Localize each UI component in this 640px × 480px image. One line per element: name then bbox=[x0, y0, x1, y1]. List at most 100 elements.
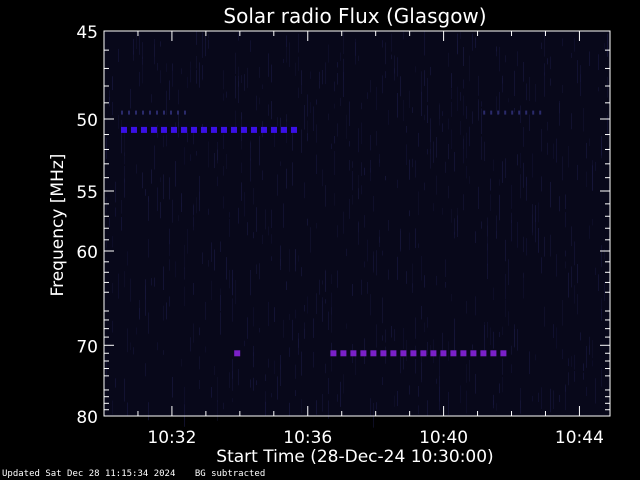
noise-streak bbox=[220, 294, 221, 312]
noise-streak bbox=[232, 398, 233, 403]
signal-segment bbox=[156, 110, 158, 115]
noise-streak bbox=[601, 308, 602, 321]
noise-streak bbox=[250, 270, 251, 296]
noise-streak bbox=[319, 80, 320, 89]
noise-streak bbox=[550, 181, 551, 208]
noise-streak bbox=[214, 153, 215, 169]
noise-streak bbox=[157, 125, 158, 138]
noise-streak bbox=[250, 40, 251, 52]
noise-streak bbox=[163, 305, 164, 321]
signal-segment bbox=[350, 350, 357, 357]
noise-streak bbox=[505, 299, 506, 318]
noise-streak bbox=[331, 292, 332, 315]
noise-streak bbox=[373, 251, 374, 273]
noise-streak bbox=[379, 159, 380, 167]
noise-streak bbox=[517, 154, 518, 166]
noise-streak bbox=[376, 130, 377, 146]
noise-streak bbox=[148, 239, 149, 258]
signal-segment bbox=[490, 110, 493, 115]
noise-streak bbox=[199, 62, 200, 88]
noise-streak bbox=[187, 76, 188, 88]
noise-streak bbox=[202, 65, 203, 80]
noise-streak bbox=[532, 204, 533, 223]
noise-streak bbox=[313, 351, 314, 368]
noise-streak bbox=[181, 68, 182, 75]
noise-streak bbox=[166, 90, 167, 115]
signal-segment bbox=[490, 350, 497, 357]
noise-streak bbox=[319, 279, 320, 295]
noise-streak bbox=[463, 95, 464, 116]
noise-streak bbox=[586, 386, 587, 396]
noise-streak bbox=[337, 73, 338, 85]
noise-streak bbox=[586, 345, 587, 368]
noise-streak bbox=[526, 176, 527, 201]
noise-streak bbox=[190, 61, 191, 69]
noise-streak bbox=[355, 38, 356, 65]
noise-streak bbox=[148, 402, 149, 421]
noise-streak bbox=[340, 52, 341, 61]
noise-streak bbox=[553, 143, 554, 159]
noise-streak bbox=[442, 207, 443, 215]
noise-streak bbox=[466, 132, 467, 159]
noise-streak bbox=[343, 31, 344, 55]
noise-streak bbox=[289, 347, 290, 357]
signal-segment bbox=[121, 110, 123, 115]
noise-streak bbox=[196, 197, 197, 214]
noise-streak bbox=[127, 328, 128, 353]
noise-streak bbox=[532, 214, 533, 236]
noise-streak bbox=[415, 345, 416, 351]
noise-streak bbox=[208, 33, 209, 39]
noise-streak bbox=[535, 84, 536, 102]
noise-streak bbox=[475, 296, 476, 316]
noise-streak bbox=[550, 388, 551, 413]
noise-streak bbox=[253, 352, 254, 368]
noise-streak bbox=[112, 283, 113, 294]
noise-streak bbox=[502, 161, 503, 183]
noise-streak bbox=[295, 390, 296, 397]
y-tick-label: 60 bbox=[76, 243, 98, 263]
signal-segment bbox=[135, 110, 137, 115]
noise-streak bbox=[454, 231, 455, 239]
noise-streak bbox=[406, 339, 407, 361]
noise-streak bbox=[238, 32, 239, 41]
noise-streak bbox=[316, 400, 317, 415]
noise-streak bbox=[544, 63, 545, 76]
noise-streak bbox=[184, 244, 185, 269]
noise-streak bbox=[583, 108, 584, 132]
noise-streak bbox=[361, 122, 362, 145]
signal-segment bbox=[128, 110, 130, 115]
noise-streak bbox=[232, 370, 233, 391]
noise-streak bbox=[316, 154, 317, 174]
noise-streak bbox=[523, 272, 524, 299]
noise-streak bbox=[595, 161, 596, 171]
noise-streak bbox=[403, 357, 404, 370]
noise-streak bbox=[337, 394, 338, 402]
noise-streak bbox=[145, 285, 146, 300]
noise-streak bbox=[577, 60, 578, 84]
noise-streak bbox=[247, 317, 248, 339]
noise-streak bbox=[415, 160, 416, 178]
noise-streak bbox=[253, 188, 254, 205]
noise-streak bbox=[568, 358, 569, 367]
noise-streak bbox=[547, 58, 548, 65]
noise-streak bbox=[322, 300, 323, 322]
noise-streak bbox=[424, 182, 425, 191]
noise-streak bbox=[463, 47, 464, 66]
noise-streak bbox=[541, 176, 542, 192]
noise-streak bbox=[301, 84, 302, 94]
noise-streak bbox=[322, 394, 323, 412]
noise-streak bbox=[184, 147, 185, 165]
noise-streak bbox=[370, 168, 371, 182]
noise-streak bbox=[178, 111, 179, 129]
noise-streak bbox=[223, 134, 224, 149]
noise-streak bbox=[226, 153, 227, 170]
noise-streak bbox=[595, 267, 596, 275]
noise-streak bbox=[295, 249, 296, 272]
noise-streak bbox=[508, 311, 509, 326]
noise-streak bbox=[454, 152, 455, 172]
footer: Updated Sat Dec 28 11:15:34 2024 BG subt… bbox=[2, 469, 279, 479]
noise-streak bbox=[235, 52, 236, 74]
noise-streak bbox=[460, 385, 461, 404]
noise-streak bbox=[349, 198, 350, 219]
signal-segment bbox=[525, 110, 528, 115]
